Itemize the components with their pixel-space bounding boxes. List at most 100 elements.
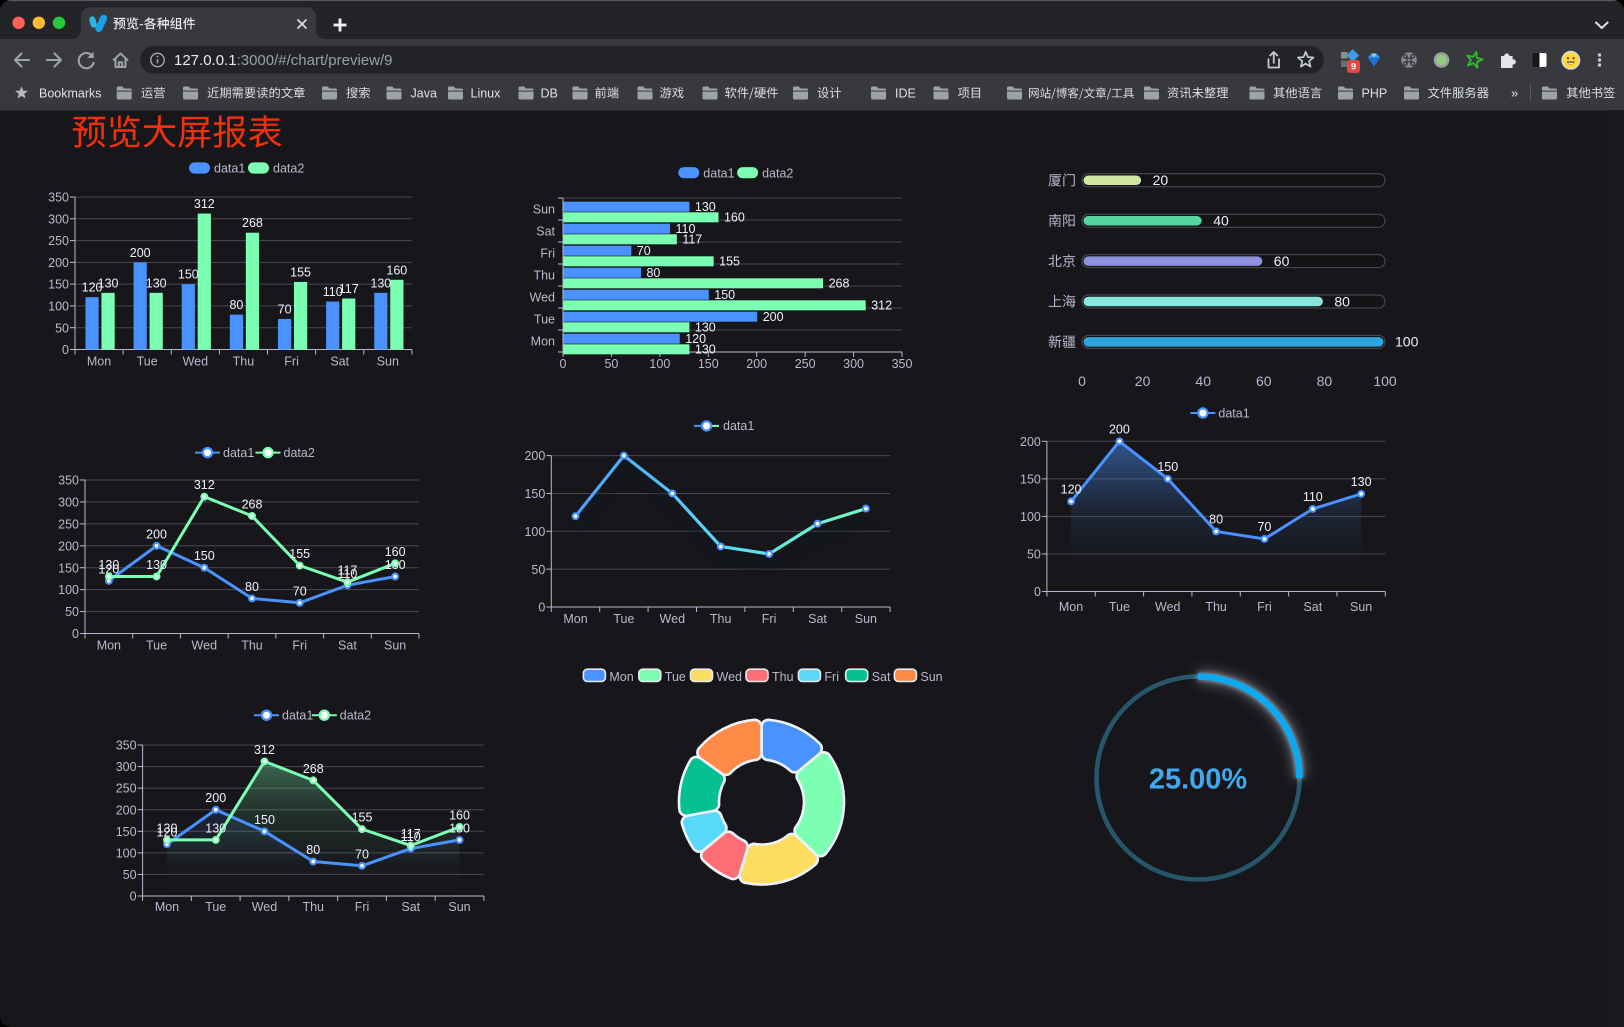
svg-text:Wed: Wed (252, 900, 278, 914)
svg-text:data2: data2 (284, 446, 315, 460)
svg-text:312: 312 (194, 197, 215, 211)
svg-text:200: 200 (524, 449, 545, 463)
svg-text:130: 130 (695, 200, 716, 214)
svg-text:200: 200 (1109, 422, 1130, 436)
svg-text:130: 130 (146, 276, 167, 290)
svg-text:data1: data1 (214, 162, 245, 176)
svg-text:200: 200 (1020, 435, 1041, 449)
svg-text:Thu: Thu (302, 900, 324, 914)
svg-text:data1: data1 (703, 166, 734, 180)
svg-text:IDE: IDE (895, 87, 916, 101)
svg-text:Tue: Tue (534, 313, 555, 327)
svg-text:130: 130 (695, 320, 716, 334)
svg-text:312: 312 (254, 743, 275, 757)
svg-text:160: 160 (449, 808, 470, 822)
svg-text:Wed: Wed (530, 291, 556, 305)
svg-text:150: 150 (254, 813, 275, 827)
svg-text:Sun: Sun (855, 612, 877, 626)
svg-text:120: 120 (82, 281, 103, 295)
svg-text:268: 268 (303, 762, 324, 776)
svg-text:Sun: Sun (448, 900, 470, 914)
svg-text:Wed: Wed (660, 612, 686, 626)
svg-text:350: 350 (116, 739, 137, 753)
svg-text:data1: data1 (1218, 406, 1249, 420)
svg-text:80: 80 (1209, 512, 1223, 526)
svg-text:Thu: Thu (772, 670, 794, 684)
svg-text:200: 200 (205, 791, 226, 805)
svg-text:130: 130 (695, 342, 716, 356)
svg-text:150: 150 (698, 357, 719, 371)
svg-text:Mon: Mon (97, 639, 121, 653)
svg-text:Wed: Wed (183, 354, 209, 368)
svg-text:268: 268 (242, 497, 263, 511)
svg-text:250: 250 (58, 517, 79, 531)
svg-text:0: 0 (62, 343, 69, 357)
svg-text:250: 250 (795, 357, 816, 371)
svg-text:100: 100 (1395, 334, 1419, 350)
svg-text:268: 268 (242, 216, 263, 230)
svg-text:Sat: Sat (401, 900, 420, 914)
svg-text:data1: data1 (723, 419, 754, 433)
svg-text:100: 100 (524, 525, 545, 539)
svg-text:70: 70 (293, 584, 307, 598)
svg-text:60: 60 (1256, 373, 1272, 389)
svg-text:80: 80 (646, 266, 660, 280)
svg-text:80: 80 (245, 580, 259, 594)
svg-text:250: 250 (48, 234, 69, 248)
svg-text:DB: DB (541, 87, 558, 101)
svg-text:Fri: Fri (540, 247, 555, 261)
svg-text:Mon: Mon (87, 354, 111, 368)
svg-text:110: 110 (401, 830, 421, 844)
svg-text:Sun: Sun (533, 203, 555, 217)
svg-text:100: 100 (1373, 373, 1397, 389)
svg-text:300: 300 (116, 760, 137, 774)
svg-text:127.0.0.1:3000/#/chart/preview: 127.0.0.1:3000/#/chart/preview/9 (174, 52, 393, 69)
svg-text:Thu: Thu (710, 612, 732, 626)
svg-text:Sat: Sat (1303, 600, 1322, 614)
svg-text:312: 312 (871, 298, 892, 312)
svg-text:130: 130 (370, 276, 391, 290)
svg-text:155: 155 (290, 265, 311, 279)
svg-text:40: 40 (1213, 213, 1229, 229)
svg-text:130: 130 (98, 558, 119, 572)
svg-text:70: 70 (1257, 520, 1271, 534)
svg-text:130: 130 (157, 821, 178, 835)
svg-text:120: 120 (157, 826, 178, 840)
svg-text:Fri: Fri (355, 900, 370, 914)
svg-text:150: 150 (194, 549, 215, 563)
svg-text:data2: data2 (340, 709, 371, 723)
svg-text:Sat: Sat (872, 670, 891, 684)
svg-text:0: 0 (560, 357, 567, 371)
svg-text:Sun: Sun (920, 670, 942, 684)
svg-text:100: 100 (116, 846, 137, 860)
svg-text:Tue: Tue (665, 670, 686, 684)
svg-text:Fri: Fri (762, 612, 777, 626)
svg-text:110: 110 (1303, 490, 1323, 504)
svg-text:160: 160 (385, 545, 406, 559)
svg-text:100: 100 (58, 583, 79, 597)
svg-text:120: 120 (685, 332, 706, 346)
svg-text:300: 300 (843, 357, 864, 371)
svg-text:155: 155 (719, 254, 740, 268)
svg-text:155: 155 (352, 811, 373, 825)
svg-text:350: 350 (58, 474, 79, 488)
svg-text:300: 300 (58, 496, 79, 510)
svg-text:50: 50 (604, 357, 618, 371)
svg-text:»: » (1511, 86, 1518, 101)
svg-text:150: 150 (178, 268, 199, 282)
svg-text:40: 40 (1195, 373, 1211, 389)
svg-text:50: 50 (65, 605, 79, 619)
svg-text:150: 150 (1020, 472, 1041, 486)
svg-text:data1: data1 (282, 709, 313, 723)
svg-text:200: 200 (116, 803, 137, 817)
svg-text:Mon: Mon (609, 670, 633, 684)
svg-text:117: 117 (339, 282, 359, 296)
svg-text:0: 0 (1078, 373, 1086, 389)
svg-text:50: 50 (1027, 548, 1041, 562)
svg-text:50: 50 (531, 563, 545, 577)
svg-text:110: 110 (676, 222, 696, 236)
svg-text:Mon: Mon (531, 335, 555, 349)
svg-text:Mon: Mon (155, 900, 179, 914)
svg-text:Sat: Sat (338, 639, 357, 653)
svg-text:Thu: Thu (233, 354, 255, 368)
